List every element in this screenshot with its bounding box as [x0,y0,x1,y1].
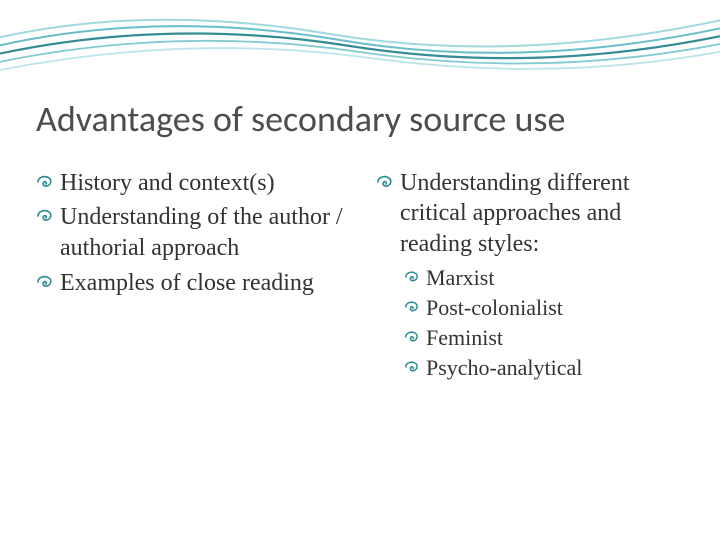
swirl-icon [404,299,420,315]
bullet-text: Understanding different critical approac… [400,168,684,260]
swirl-icon [404,329,420,345]
list-item: History and context(s) [36,168,344,199]
bullet-text: Understanding of the author / authorial … [60,202,344,263]
right-bullet-list: Understanding different critical approac… [376,168,684,260]
swirl-icon [36,173,54,191]
bullet-text: Feminist [426,324,503,352]
list-item: Understanding different critical approac… [376,168,684,260]
bullet-text: Post-colonialist [426,294,563,322]
list-item: Post-colonialist [404,294,684,322]
list-item: Understanding of the author / authorial … [36,202,344,263]
slide-title: Advantages of secondary source use [36,100,684,140]
bullet-text: Psycho-analytical [426,354,582,382]
swirl-icon [376,173,394,191]
list-item: Psycho-analytical [404,354,684,382]
swirl-icon [36,273,54,291]
slide-content: Advantages of secondary source use Histo… [0,0,720,384]
list-item: Examples of close reading [36,268,344,299]
columns: History and context(s) Understanding of … [36,168,684,385]
left-column: History and context(s) Understanding of … [36,168,344,385]
swirl-icon [36,207,54,225]
right-column: Understanding different critical approac… [376,168,684,385]
bullet-text: Marxist [426,264,494,292]
right-sub-list: Marxist Post-colonialist Feminist Psycho… [404,264,684,383]
list-item: Feminist [404,324,684,352]
swirl-icon [404,359,420,375]
left-bullet-list: History and context(s) Understanding of … [36,168,344,299]
list-item: Marxist [404,264,684,292]
bullet-text: Examples of close reading [60,268,314,299]
swirl-icon [404,269,420,285]
bullet-text: History and context(s) [60,168,275,199]
